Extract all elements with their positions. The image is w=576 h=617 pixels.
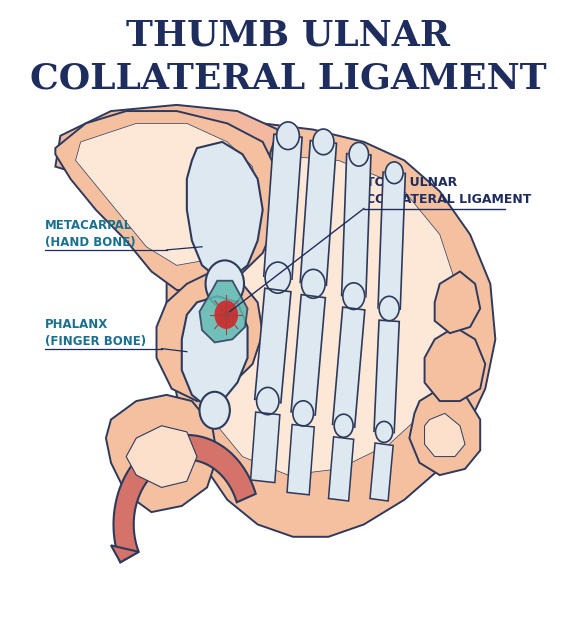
Polygon shape	[55, 105, 278, 173]
Polygon shape	[287, 424, 314, 495]
Polygon shape	[126, 426, 197, 487]
Circle shape	[349, 143, 369, 166]
Text: TORN ULNAR
COLLATERAL LIGAMENT: TORN ULNAR COLLATERAL LIGAMENT	[366, 176, 532, 206]
Text: PHALANX
(FINGER BONE): PHALANX (FINGER BONE)	[46, 318, 146, 348]
Circle shape	[379, 296, 399, 321]
Polygon shape	[113, 435, 256, 562]
Circle shape	[276, 122, 300, 149]
Polygon shape	[166, 123, 495, 537]
Text: THUMB ULNAR: THUMB ULNAR	[126, 19, 450, 52]
Circle shape	[334, 414, 353, 437]
Polygon shape	[370, 443, 393, 501]
Polygon shape	[435, 271, 480, 333]
Circle shape	[301, 270, 325, 298]
Polygon shape	[264, 135, 302, 279]
Polygon shape	[425, 413, 465, 457]
Polygon shape	[182, 296, 248, 407]
Circle shape	[376, 421, 393, 442]
Polygon shape	[251, 412, 280, 482]
Polygon shape	[425, 327, 485, 401]
Circle shape	[199, 392, 230, 429]
Polygon shape	[342, 154, 371, 297]
Polygon shape	[111, 545, 139, 562]
Polygon shape	[106, 395, 217, 512]
Circle shape	[256, 387, 279, 415]
Polygon shape	[332, 307, 365, 427]
Polygon shape	[55, 111, 278, 290]
Text: METACARPAL
(HAND BONE): METACARPAL (HAND BONE)	[46, 220, 136, 249]
Polygon shape	[378, 172, 406, 309]
Circle shape	[343, 283, 365, 310]
Circle shape	[385, 162, 403, 184]
Polygon shape	[199, 281, 248, 342]
Polygon shape	[374, 320, 399, 433]
Polygon shape	[255, 288, 291, 403]
Circle shape	[215, 301, 237, 328]
Polygon shape	[75, 123, 257, 265]
Text: COLLATERAL LIGAMENT: COLLATERAL LIGAMENT	[30, 62, 546, 96]
Polygon shape	[187, 142, 263, 278]
Polygon shape	[410, 389, 480, 475]
Circle shape	[293, 401, 313, 426]
Polygon shape	[328, 437, 354, 501]
Circle shape	[206, 260, 244, 307]
Polygon shape	[300, 141, 336, 285]
Circle shape	[313, 129, 334, 155]
Polygon shape	[157, 271, 263, 401]
Circle shape	[265, 262, 291, 293]
Polygon shape	[291, 294, 325, 415]
Polygon shape	[187, 154, 460, 475]
